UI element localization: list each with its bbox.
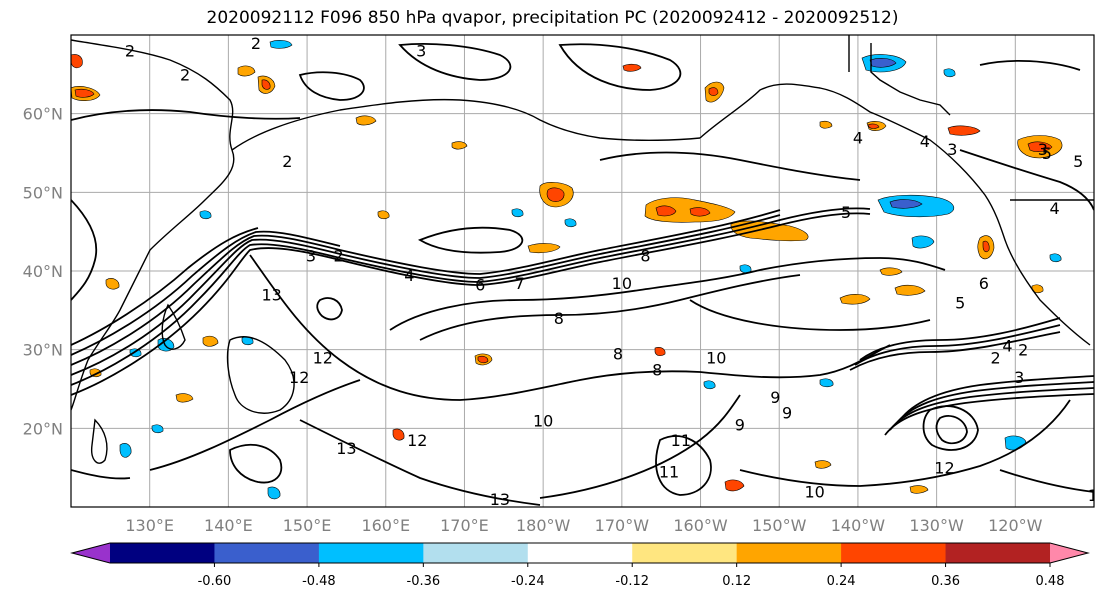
colorbar-segment xyxy=(841,543,947,563)
contour-label: 9 xyxy=(770,388,780,407)
colorbar xyxy=(70,542,1090,564)
contour-label: 10 xyxy=(612,274,632,293)
colorbar-segment xyxy=(110,543,215,563)
contour-label: 2 xyxy=(282,152,292,171)
longitude-label: 180°W xyxy=(516,516,571,535)
contour-label: 4 xyxy=(1002,337,1012,356)
contour-label: 2 xyxy=(251,34,261,53)
colorbar-tick-label: -0.60 xyxy=(198,574,232,589)
contour-label: 13 xyxy=(261,286,281,305)
longitude-label: 130°E xyxy=(125,516,174,535)
contour-label: 3 xyxy=(306,246,316,265)
longitude-label: 140°E xyxy=(204,516,253,535)
contour-label: 6 xyxy=(475,275,485,294)
contour-label: 4 xyxy=(920,132,930,151)
colorbar-tick-labels: -0.60 -0.48 -0.36 -0.24 -0.12 0.12 0.24 0.36 0.4… xyxy=(198,563,1065,589)
longitude-label: 140°W xyxy=(831,516,886,535)
longitude-labels: 130°E 140°E 150°E 160°E 170°E 180°W 170°W 160°W… xyxy=(125,516,1042,535)
contour-label: 2 xyxy=(333,246,343,265)
contour-label: 5 xyxy=(955,293,965,312)
colorbar-extend-low xyxy=(72,543,110,563)
contour-label: 7 xyxy=(514,274,524,293)
colorbar-segment xyxy=(318,543,424,563)
longitude-label: 170°W xyxy=(595,516,650,535)
qvapor-contours xyxy=(71,43,1094,506)
colorbar-tick-label: -0.24 xyxy=(511,574,545,589)
contour-label: 3 xyxy=(947,140,957,159)
contour-label: 3 xyxy=(416,42,426,61)
colorbar-segment xyxy=(632,543,738,563)
latitude-label: 50°N xyxy=(23,183,63,202)
precip-positive-patches xyxy=(71,54,1063,494)
longitude-label: 150°E xyxy=(283,516,332,535)
colorbar-tick-label: 0.36 xyxy=(931,574,960,589)
colorbar-tick-label: 0.48 xyxy=(1036,574,1065,589)
colorbar-tick-label: -0.36 xyxy=(407,574,441,589)
colorbar-tick-label: -0.48 xyxy=(302,574,336,589)
colorbar-tick-label: 0.12 xyxy=(722,574,751,589)
colorbar-segment xyxy=(945,543,1051,563)
map-frame xyxy=(70,34,1095,508)
contour-label: 3 xyxy=(1014,368,1024,387)
contour-label: 2 xyxy=(180,65,190,84)
contour-label: 11 xyxy=(671,431,691,450)
contour-label: 8 xyxy=(652,360,662,379)
contour-label: 9 xyxy=(735,415,745,434)
longitude-label: 160°E xyxy=(361,516,410,535)
contour-label: 12 xyxy=(313,349,333,368)
contour-label: 3 xyxy=(1038,140,1048,159)
contour-label: 13 xyxy=(336,439,356,458)
contour-label: 11 xyxy=(1088,486,1105,505)
contour-label: 2 xyxy=(125,42,135,61)
contour-label: 8 xyxy=(554,309,564,328)
longitude-label: 170°E xyxy=(440,516,489,535)
contour-label: 2 xyxy=(1018,341,1028,360)
contour-label: 13 xyxy=(490,490,510,509)
contour-label: 2 xyxy=(991,349,1001,368)
contour-label: 4 xyxy=(853,128,863,147)
longitude-label: 150°W xyxy=(752,516,807,535)
latitude-label: 40°N xyxy=(23,262,63,281)
latitude-labels: 60°N 50°N 40°N 30°N 20°N xyxy=(23,105,63,439)
contour-label: 4 xyxy=(1050,199,1060,218)
contour-label: 6 xyxy=(979,274,989,293)
colorbar-extend-high xyxy=(1050,543,1088,563)
contour-label: 5 xyxy=(1073,152,1083,171)
contour-label: 10 xyxy=(706,349,726,368)
contour-label: 12 xyxy=(934,459,954,478)
contour-label: 5 xyxy=(1042,144,1052,163)
longitude-label: 120°W xyxy=(988,516,1043,535)
colorbar-segment xyxy=(423,543,529,563)
contour-label: 4 xyxy=(404,266,414,285)
contour-label: 5 xyxy=(841,203,851,222)
colorbar-tick-label: -0.12 xyxy=(615,574,649,589)
colorbar-outline xyxy=(70,542,1090,564)
contour-label: 8 xyxy=(640,246,650,265)
contour-label: 10 xyxy=(804,482,824,501)
latitude-label: 60°N xyxy=(23,105,63,124)
contour-label: 12 xyxy=(289,368,309,387)
contour-label: 10 xyxy=(533,411,553,430)
longitude-label: 160°W xyxy=(673,516,728,535)
colorbar-segment xyxy=(214,543,320,563)
chart-title: 2020092112 F096 850 hPa qvapor, precipit… xyxy=(206,8,899,28)
colorbar-segment xyxy=(736,543,842,563)
latitude-label: 30°N xyxy=(23,341,63,360)
colorbar-segment xyxy=(527,543,633,563)
latitude-label: 20°N xyxy=(23,419,63,438)
contour-label: 8 xyxy=(613,345,623,364)
coastlines xyxy=(71,35,1094,464)
longitude-label: 130°W xyxy=(909,516,964,535)
contour-label: 12 xyxy=(407,431,427,450)
contour-label: 11 xyxy=(659,463,679,482)
colorbar-tick-label: 0.24 xyxy=(827,574,856,589)
contour-label: 9 xyxy=(782,404,792,423)
